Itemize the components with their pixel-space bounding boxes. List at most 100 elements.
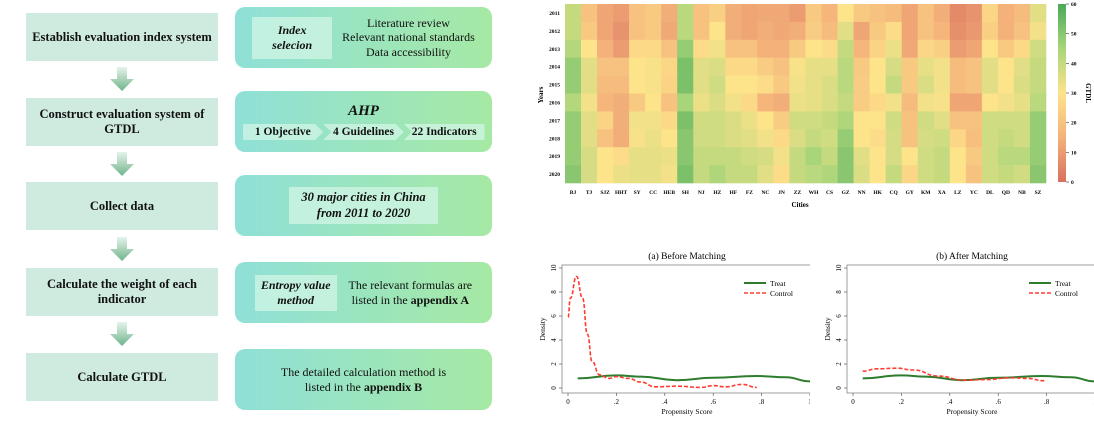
y-axis-label: Density [823,317,832,341]
heatmap-cell [581,21,598,41]
heatmap-cell [757,21,774,41]
heatmap-cell [885,165,902,184]
heatmap-cell [693,147,710,166]
heatmap-cell [709,75,726,94]
heatmap-cell [981,21,999,41]
heatmap-cell [901,4,919,23]
tag-line: Index [277,22,307,37]
heatmap-cell [821,129,838,148]
heatmap-cell [1029,129,1047,148]
heatmap-cell [885,21,902,41]
heatmap-cell [1029,4,1047,23]
heatmap-cell [853,111,870,130]
series-line-treat [577,374,810,383]
heatmap-cell [693,57,710,76]
heatmap-cell [949,21,967,41]
heatmap-cell [901,111,919,130]
heatmap-cell [901,147,919,166]
step-construct-system: Construct evaluation system of GTDL [26,98,218,146]
x-axis-label: Propensity Score [946,407,998,416]
heatmap-cell [853,39,870,58]
heatmap-cell [805,4,822,23]
city-tick-label: LZ [954,190,962,196]
heatmap-cell [629,39,646,58]
heatmap-cell [581,39,598,58]
heatmap-cell [837,111,854,130]
detail-index-selection: Index selecion Literature review Relevant… [235,7,492,68]
heatmap-cell [757,147,774,166]
colorbar-tick-label: 0 [1071,180,1074,186]
heatmap-cell [773,75,790,94]
year-tick-label: 2018 [549,136,560,142]
heatmap-cell [997,4,1015,23]
heatmap-cell [853,4,870,23]
heatmap-cell [693,4,710,23]
heatmap-cell [677,21,694,41]
x-axis-label: Propensity Score [661,407,713,416]
heatmap-cell [661,75,678,94]
heatmap-cell [645,21,662,41]
y-tick-label: 10 [835,264,843,272]
heatmap-cell [805,147,822,166]
heatmap-cell [821,39,838,58]
heatmap-cell [581,93,598,112]
heatmap-cell [869,93,886,112]
heatmap-cell [949,57,967,76]
heatmap-cell [613,93,630,112]
heatmap-cell [725,4,742,23]
heatmap-cell [933,165,951,184]
appendix-a-ref: appendix A [410,292,470,307]
city-tick-label: NC [761,190,769,196]
heatmap-cell [645,93,662,112]
heatmap-cell [741,129,758,148]
heatmap-cell [661,21,678,41]
heatmap-cell [693,21,710,41]
heatmap-cell [789,147,806,166]
heatmap-cell [981,165,999,184]
city-tick-label: TJ [586,190,593,196]
heatmap-cell [837,165,854,184]
heatmap-cell [949,111,967,130]
heatmap-cell [965,111,983,130]
heatmap-cell [709,147,726,166]
heatmap-cell [565,111,582,130]
heatmap-cell [757,165,774,184]
step-calculate-gtdl: Calculate GTDL [26,353,218,401]
city-tick-label: NJ [698,190,705,196]
heatmap-cell [821,57,838,76]
heatmap-cell [1029,93,1047,112]
y-tick-label: 2 [835,362,843,366]
heatmap-cell [661,57,678,76]
heatmap-cell [1013,57,1031,76]
series-line-control [862,367,1045,382]
colorbar-tick-label: 50 [1071,32,1077,38]
heatmap-cell [933,57,951,76]
scope-line: 30 major cities in China [301,189,426,204]
city-tick-label: KM [921,190,931,196]
colorbar-tick-label: 30 [1071,91,1077,97]
heatmap-cell [997,39,1015,58]
heatmap-cell [661,111,678,130]
heatmap-cell [853,75,870,94]
scope-line: from 2011 to 2020 [316,205,411,220]
heatmap-cell [853,57,870,76]
heatmap-cell [773,111,790,130]
step-label: Collect data [89,198,155,213]
heatmap-cell [885,75,902,94]
plot-frame [561,264,810,394]
heatmap-cell [805,165,822,184]
heatmap-cell [965,129,983,148]
chart-title: (a) Before Matching [648,251,726,262]
heatmap-cell [565,39,582,58]
heatmap-cell [741,21,758,41]
heatmap-cell [789,39,806,58]
heatmap-cell [981,57,999,76]
heatmap-cell [661,147,678,166]
chart-title: (b) After Matching [936,251,1008,262]
heatmap-cell [629,75,646,94]
heatmap-cell [837,147,854,166]
heatmap-cell [565,147,582,166]
heatmap-cell [789,93,806,112]
heatmap-cell [693,39,710,58]
heatmap-cell [917,165,935,184]
